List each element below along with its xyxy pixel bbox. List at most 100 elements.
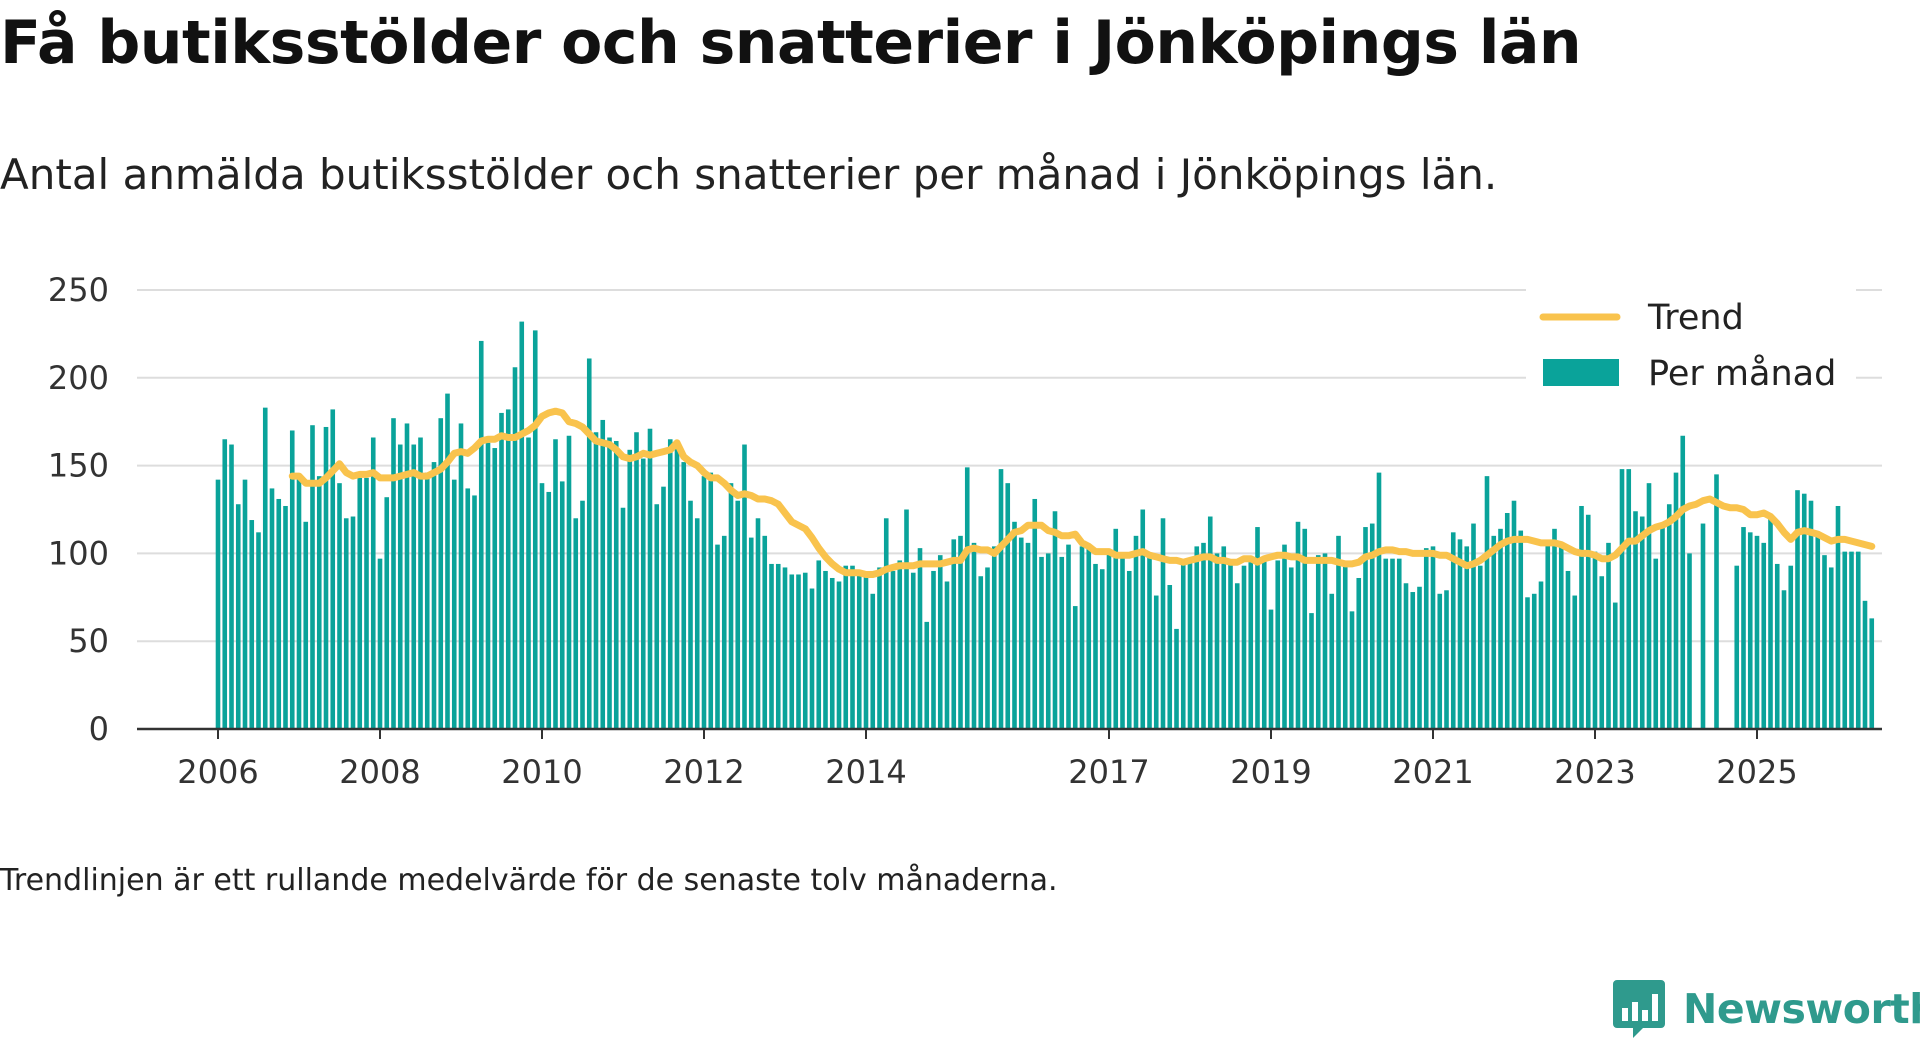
bar	[688, 500, 693, 729]
bar	[364, 477, 369, 729]
bar	[1801, 493, 1807, 729]
bar	[850, 565, 855, 729]
bar	[1140, 509, 1146, 729]
bar	[748, 537, 754, 729]
bar	[1626, 469, 1632, 729]
bar	[370, 437, 376, 729]
bar	[627, 449, 633, 729]
bar	[1342, 562, 1348, 729]
bar	[1315, 555, 1321, 729]
bar	[431, 462, 437, 729]
bar	[789, 574, 795, 729]
bar	[593, 432, 599, 729]
bar	[330, 409, 336, 729]
bar	[1687, 553, 1692, 729]
bar	[316, 476, 322, 729]
bar	[1444, 590, 1449, 729]
chart-subtitle: Antal anmälda butiksstölder och snatteri…	[0, 150, 1498, 199]
bar	[269, 488, 275, 729]
bar	[411, 444, 417, 729]
bar	[1255, 527, 1260, 729]
chart-area: 0 50 100 150 200 250 2006 2008 2010 2012 2014 2017…	[48, 271, 1882, 791]
bar	[465, 488, 471, 729]
x-axis-ticks: 2006 2008 2010 2012 2014 2017 2019 2021 2023 2025	[177, 729, 1798, 791]
bar	[1558, 542, 1564, 729]
bar	[1795, 490, 1800, 729]
bar	[1619, 469, 1625, 729]
bar	[1369, 523, 1375, 729]
bar	[978, 576, 984, 729]
bar	[1754, 535, 1760, 729]
bar	[1504, 513, 1510, 729]
footnote: Trendlinjen är ett rullande medelvärde f…	[0, 863, 1058, 898]
bar	[1160, 518, 1166, 729]
bar	[1518, 530, 1524, 729]
bar	[1552, 528, 1557, 729]
bar	[1153, 595, 1159, 729]
bar	[1302, 528, 1308, 729]
bar	[256, 532, 261, 729]
bar	[1498, 528, 1503, 729]
bar	[991, 546, 997, 729]
bar	[1039, 556, 1044, 729]
bar	[897, 560, 903, 729]
bar	[215, 479, 221, 729]
bar	[944, 581, 950, 729]
bar	[910, 572, 916, 729]
bar	[397, 444, 403, 729]
bar	[823, 570, 828, 729]
bar	[802, 572, 808, 729]
bar	[1788, 565, 1794, 729]
bar	[1450, 532, 1456, 729]
bar	[1005, 483, 1011, 729]
bar	[229, 444, 234, 729]
bar	[276, 498, 282, 729]
bar	[755, 518, 761, 729]
bar	[1336, 535, 1341, 729]
bar	[1423, 548, 1429, 729]
y-tick-label: 250	[48, 271, 109, 309]
bar	[964, 467, 970, 729]
bar	[775, 563, 781, 729]
newsworthy-logo: Newsworthy	[1613, 980, 1920, 1038]
bar	[1201, 542, 1206, 729]
y-axis-ticks: 0 50 100 150 200 250	[48, 271, 109, 748]
bar	[377, 558, 383, 729]
bar	[694, 518, 700, 729]
bar	[1761, 542, 1767, 729]
x-tick-label: 2010	[501, 753, 582, 791]
bar	[1633, 511, 1638, 729]
bar	[438, 418, 444, 729]
bar	[235, 504, 241, 729]
bar	[1714, 474, 1719, 729]
bar	[809, 588, 815, 729]
bar	[1572, 595, 1578, 729]
bar	[1079, 546, 1085, 729]
bar	[1228, 560, 1233, 729]
bar	[613, 441, 619, 729]
bar	[445, 393, 450, 729]
bar	[667, 439, 673, 729]
bar	[769, 563, 774, 729]
bar	[1869, 618, 1875, 729]
y-tick-label: 0	[89, 710, 109, 748]
bar	[1612, 602, 1618, 729]
bar	[1045, 553, 1051, 729]
bar	[539, 483, 545, 729]
bar	[1390, 558, 1395, 729]
bar	[890, 570, 896, 729]
bar	[1363, 527, 1368, 729]
bar	[492, 448, 498, 729]
x-tick-label: 2014	[825, 753, 906, 791]
y-tick-label: 50	[68, 622, 109, 660]
bar	[1167, 585, 1173, 729]
bar	[1457, 539, 1463, 729]
bar	[1700, 523, 1706, 729]
bar	[1275, 560, 1281, 729]
bar	[289, 430, 295, 729]
bar	[816, 560, 822, 729]
bar	[1579, 505, 1584, 729]
x-tick-label: 2008	[339, 753, 420, 791]
bar	[1052, 511, 1058, 729]
bar	[1261, 560, 1267, 729]
